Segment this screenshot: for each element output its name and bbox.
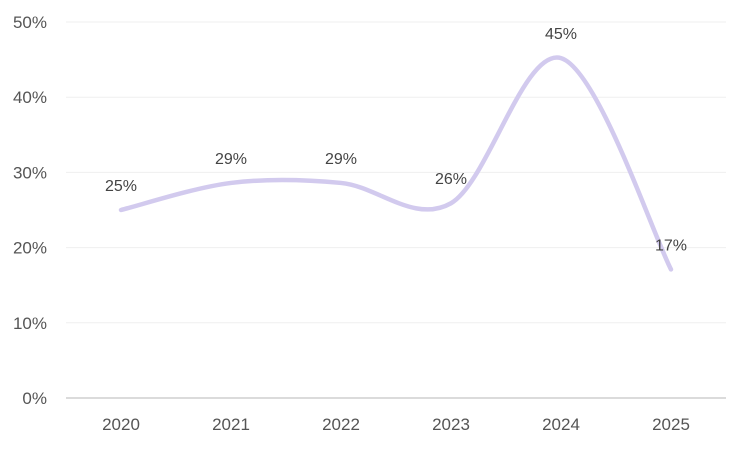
y-tick-label: 50% xyxy=(13,13,47,32)
data-label: 17% xyxy=(655,237,687,254)
x-tick-label: 2020 xyxy=(102,415,140,434)
series-line xyxy=(118,55,674,272)
x-tick-label: 2021 xyxy=(212,415,250,434)
x-tick-label: 2024 xyxy=(542,415,580,434)
y-tick-label: 20% xyxy=(13,239,47,258)
y-tick-label: 40% xyxy=(13,88,47,107)
x-tick-label: 2025 xyxy=(652,415,690,434)
x-tick-label: 2022 xyxy=(322,415,360,434)
data-label: 45% xyxy=(545,26,577,43)
y-tick-label: 30% xyxy=(13,163,47,182)
y-tick-label: 0% xyxy=(22,389,47,408)
data-label: 26% xyxy=(435,171,467,188)
data-label: 29% xyxy=(215,151,247,168)
x-tick-label: 2023 xyxy=(432,415,470,434)
y-tick-label: 10% xyxy=(13,314,47,333)
data-label: 25% xyxy=(105,178,137,195)
data-label: 29% xyxy=(325,151,357,168)
